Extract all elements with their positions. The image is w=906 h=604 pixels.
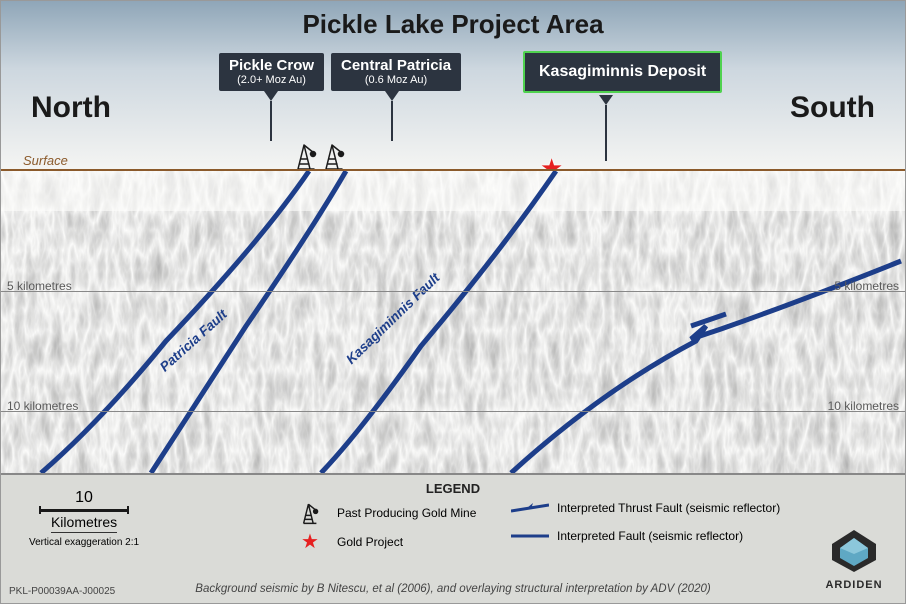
callout-label: Pickle Crow	[229, 57, 314, 74]
fault-lines	[1, 171, 905, 475]
callout-sub: (2.0+ Moz Au)	[229, 74, 314, 87]
legend-label: Past Producing Gold Mine	[337, 506, 476, 520]
callout-sub: (0.6 Moz Au)	[341, 74, 451, 87]
legend-item-thrust-fault: Interpreted Thrust Fault (seismic reflec…	[511, 501, 780, 515]
depth-label: 10 kilometres	[7, 399, 78, 413]
legend-label: Gold Project	[337, 535, 403, 549]
legend-item-gold-project: ★ Gold Project	[291, 529, 403, 554]
legend-label: Interpreted Thrust Fault (seismic reflec…	[557, 501, 780, 515]
headframe-icon	[323, 141, 345, 171]
south-label: South	[790, 91, 875, 125]
scale-bar-group: 10 Kilometres Vertical exaggeration 2:1	[29, 489, 139, 548]
subsurface-panel: Patricia Fault Kasagiminnis Fault 5 kilo…	[1, 171, 905, 475]
scale-unit: Kilometres	[51, 514, 117, 533]
legend-box: 10 Kilometres Vertical exaggeration 2:1 …	[1, 473, 905, 603]
callout-tail	[264, 91, 278, 101]
thrust-fault-icon	[511, 501, 549, 515]
callout-tail	[385, 91, 399, 101]
headframe-icon	[291, 501, 329, 525]
diagram-container: Pickle Lake Project Area North South Pic…	[0, 0, 906, 604]
depth-label: 5 kilometres	[834, 279, 899, 293]
page-title: Pickle Lake Project Area	[1, 9, 905, 40]
legend-item-past-mine: Past Producing Gold Mine	[291, 501, 476, 525]
callout-central-patricia: Central Patricia (0.6 Moz Au)	[331, 53, 461, 91]
depth-label: 5 kilometres	[7, 279, 72, 293]
depth-label: 10 kilometres	[828, 399, 899, 413]
surface-label: Surface	[23, 153, 68, 168]
credit-text: Background seismic by B Nitescu, et al (…	[1, 583, 905, 595]
depth-line-10km	[1, 411, 905, 412]
callout-line	[605, 105, 607, 161]
legend-item-fault: Interpreted Fault (seismic reflector)	[511, 529, 743, 543]
scale-bar	[39, 509, 129, 512]
scale-vert-exag: Vertical exaggeration 2:1	[29, 537, 139, 548]
callout-label: Central Patricia	[341, 57, 451, 74]
legend-label: Interpreted Fault (seismic reflector)	[557, 529, 743, 543]
pkl-code: PKL-P00039AA-J00025	[9, 586, 115, 597]
depth-line-5km	[1, 291, 905, 292]
headframe-icon	[295, 141, 317, 171]
fault-icon	[511, 531, 549, 541]
callout-tail	[599, 95, 613, 105]
star-icon: ★	[291, 529, 329, 554]
logo-text: ARDIDEN	[815, 579, 893, 591]
legend-title: LEGEND	[426, 481, 480, 496]
scale-value: 10	[29, 489, 139, 507]
callout-label: Kasagiminnis Deposit	[539, 63, 706, 80]
callout-kasagaminnis: Kasagiminnis Deposit	[523, 51, 722, 93]
callout-pickle-crow: Pickle Crow (2.0+ Moz Au)	[219, 53, 324, 91]
callout-line	[270, 101, 272, 141]
north-label: North	[31, 91, 111, 125]
callout-line	[391, 101, 393, 141]
ardiden-logo: ARDIDEN	[815, 526, 893, 591]
